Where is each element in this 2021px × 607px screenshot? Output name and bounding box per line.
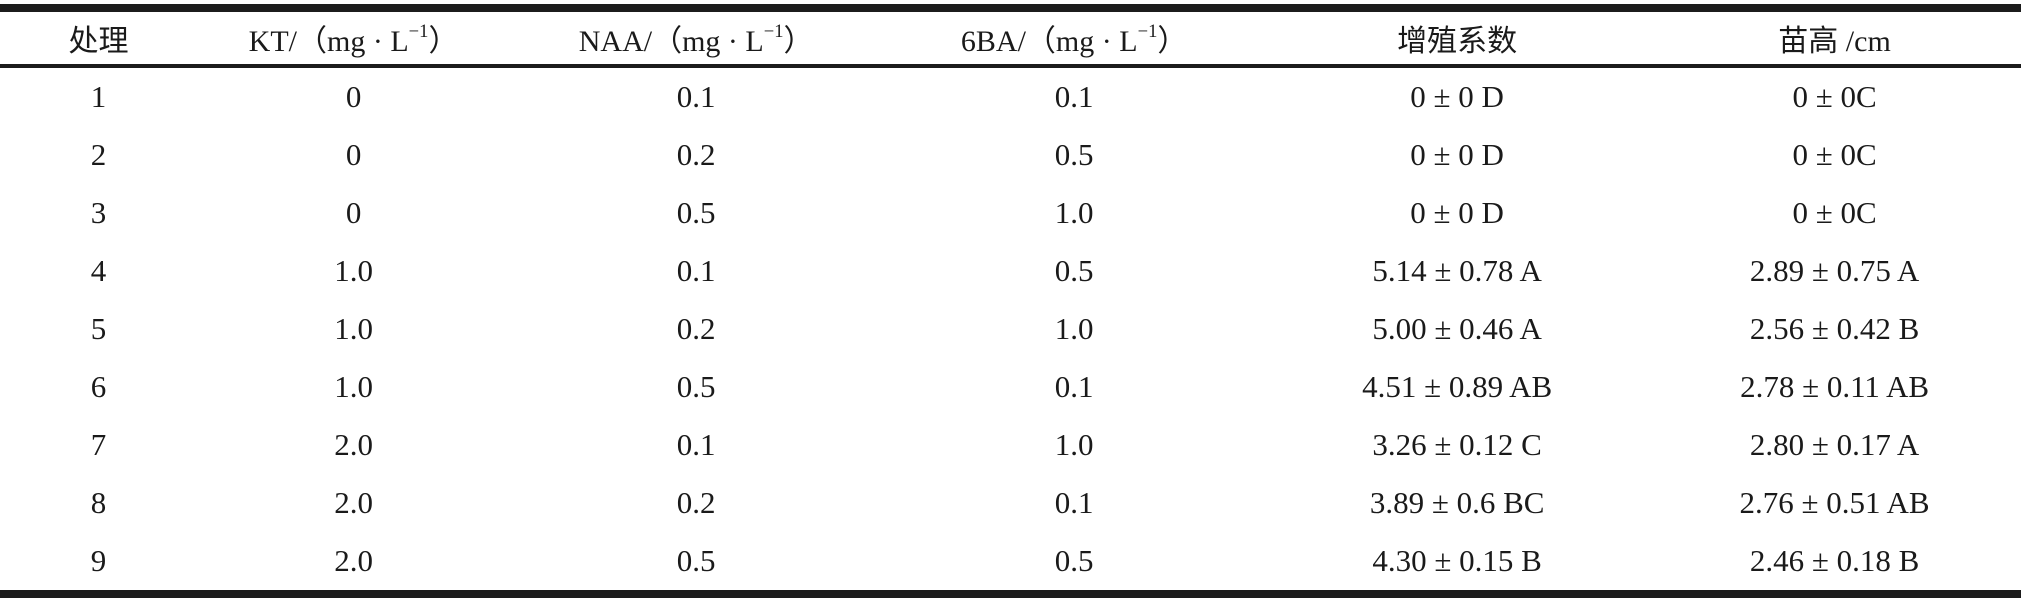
data-table: 处理 KT/（mg · L−1） NAA/（mg · L−1） 6BA/（mg … [0,4,2021,598]
cell-treatment: 5 [90,311,107,346]
cell-multiplication-coefficient: 0 ± 0 D [1410,195,1504,230]
cell-multiplication-coefficient: 3.89 ± 0.6 BC [1369,485,1545,520]
cell-treatment: 9 [90,543,107,578]
cell-naa: 0.5 [676,369,716,404]
table-row: 2 0 0.2 0.5 0 ± 0 D 0 ± 0C [0,126,2021,184]
cell-seedling-height: 2.89 ± 0.75 A [1749,253,1920,288]
cell-naa: 0.2 [676,137,716,172]
cell-kt: 0 [345,79,362,114]
header-naa: NAA/（mg · L−1） [510,8,883,68]
cell-6ba: 0.5 [1054,137,1094,172]
header-naa-exponent: −1 [763,21,784,43]
cell-kt: 2.0 [334,427,373,462]
header-6ba-exponent: −1 [1137,21,1158,43]
table-row: 5 1.0 0.2 1.0 5.00 ± 0.46 A 2.56 ± 0.42 … [0,300,2021,358]
header-kt-suffix: ） [428,25,459,58]
cell-6ba: 1.0 [1054,311,1094,346]
cell-treatment: 6 [90,369,107,404]
cell-naa: 0.1 [676,79,716,114]
table-row: 1 0 0.1 0.1 0 ± 0 D 0 ± 0C [0,66,2021,126]
cell-kt: 1.0 [334,369,373,404]
cell-kt: 2.0 [334,485,373,520]
cell-kt: 0 [345,195,362,230]
cell-multiplication-coefficient: 5.00 ± 0.46 A [1372,311,1542,346]
table-row: 7 2.0 0.1 1.0 3.26 ± 0.12 C 2.80 ± 0.17 … [0,416,2021,474]
cell-naa: 0.1 [676,427,716,462]
cell-naa: 0.2 [676,311,716,346]
cell-seedling-height: 2.80 ± 0.17 A [1749,427,1920,462]
cell-multiplication-coefficient: 0 ± 0 D [1410,137,1504,172]
cell-6ba: 0.1 [1054,369,1094,404]
header-kt-prefix: KT/（mg · L [248,25,409,58]
cell-kt: 1.0 [334,311,373,346]
cell-kt: 2.0 [334,543,373,578]
cell-multiplication-coefficient: 3.26 ± 0.12 C [1372,427,1542,462]
cell-6ba: 0.5 [1054,253,1094,288]
cell-treatment: 2 [90,137,107,172]
table-row: 8 2.0 0.2 0.1 3.89 ± 0.6 BC 2.76 ± 0.51 … [0,474,2021,532]
header-treatment: 处理 [0,8,198,68]
cell-6ba: 0.5 [1054,543,1094,578]
header-naa-prefix: NAA/（mg · L [578,25,764,58]
cell-naa: 0.2 [676,485,716,520]
table-row: 6 1.0 0.5 0.1 4.51 ± 0.89 AB 2.78 ± 0.11… [0,358,2021,416]
cell-treatment: 7 [90,427,107,462]
cell-treatment: 4 [90,253,107,288]
header-multiplication-coefficient: 增殖系数 [1266,8,1649,68]
header-kt-exponent: −1 [408,21,429,43]
cell-6ba: 0.1 [1054,485,1094,520]
cell-kt: 1.0 [334,253,373,288]
table-header: 处理 KT/（mg · L−1） NAA/（mg · L−1） 6BA/（mg … [0,8,2021,68]
cell-treatment: 3 [90,195,107,230]
header-naa-suffix: ） [783,25,814,58]
header-kt: KT/（mg · L−1） [197,8,511,68]
cell-seedling-height: 0 ± 0C [1792,137,1877,172]
cell-naa: 0.5 [676,195,716,230]
header-seedling-height: 苗高 /cm [1648,8,2021,68]
cell-seedling-height: 2.76 ± 0.51 AB [1739,485,1930,520]
cell-treatment: 1 [90,79,107,114]
cell-naa: 0.5 [676,543,716,578]
header-6ba: 6BA/（mg · L−1） [882,8,1267,68]
cell-seedling-height: 0 ± 0C [1792,79,1877,114]
cell-seedling-height: 2.46 ± 0.18 B [1749,543,1920,578]
cell-6ba: 1.0 [1054,427,1094,462]
cell-seedling-height: 0 ± 0C [1792,195,1877,230]
cell-6ba: 0.1 [1054,79,1094,114]
cell-naa: 0.1 [676,253,716,288]
cell-multiplication-coefficient: 5.14 ± 0.78 A [1372,253,1542,288]
cell-6ba: 1.0 [1054,195,1094,230]
header-6ba-suffix: ） [1157,25,1188,58]
table-row: 3 0 0.5 1.0 0 ± 0 D 0 ± 0C [0,184,2021,242]
cell-seedling-height: 2.56 ± 0.42 B [1749,311,1920,346]
cell-multiplication-coefficient: 4.30 ± 0.15 B [1372,543,1542,578]
cell-multiplication-coefficient: 4.51 ± 0.89 AB [1362,369,1553,404]
table-row: 4 1.0 0.1 0.5 5.14 ± 0.78 A 2.89 ± 0.75 … [0,242,2021,300]
table-body: 1 0 0.1 0.1 0 ± 0 D 0 ± 0C 2 0 0.2 0.5 0… [0,66,2021,594]
header-6ba-prefix: 6BA/（mg · L [960,25,1138,58]
table-row: 9 2.0 0.5 0.5 4.30 ± 0.15 B 2.46 ± 0.18 … [0,532,2021,594]
cell-multiplication-coefficient: 0 ± 0 D [1410,79,1504,114]
header-row: 处理 KT/（mg · L−1） NAA/（mg · L−1） 6BA/（mg … [0,8,2021,68]
cell-seedling-height: 2.78 ± 0.11 AB [1740,369,1930,404]
cell-treatment: 8 [90,485,107,520]
cell-kt: 0 [345,137,362,172]
